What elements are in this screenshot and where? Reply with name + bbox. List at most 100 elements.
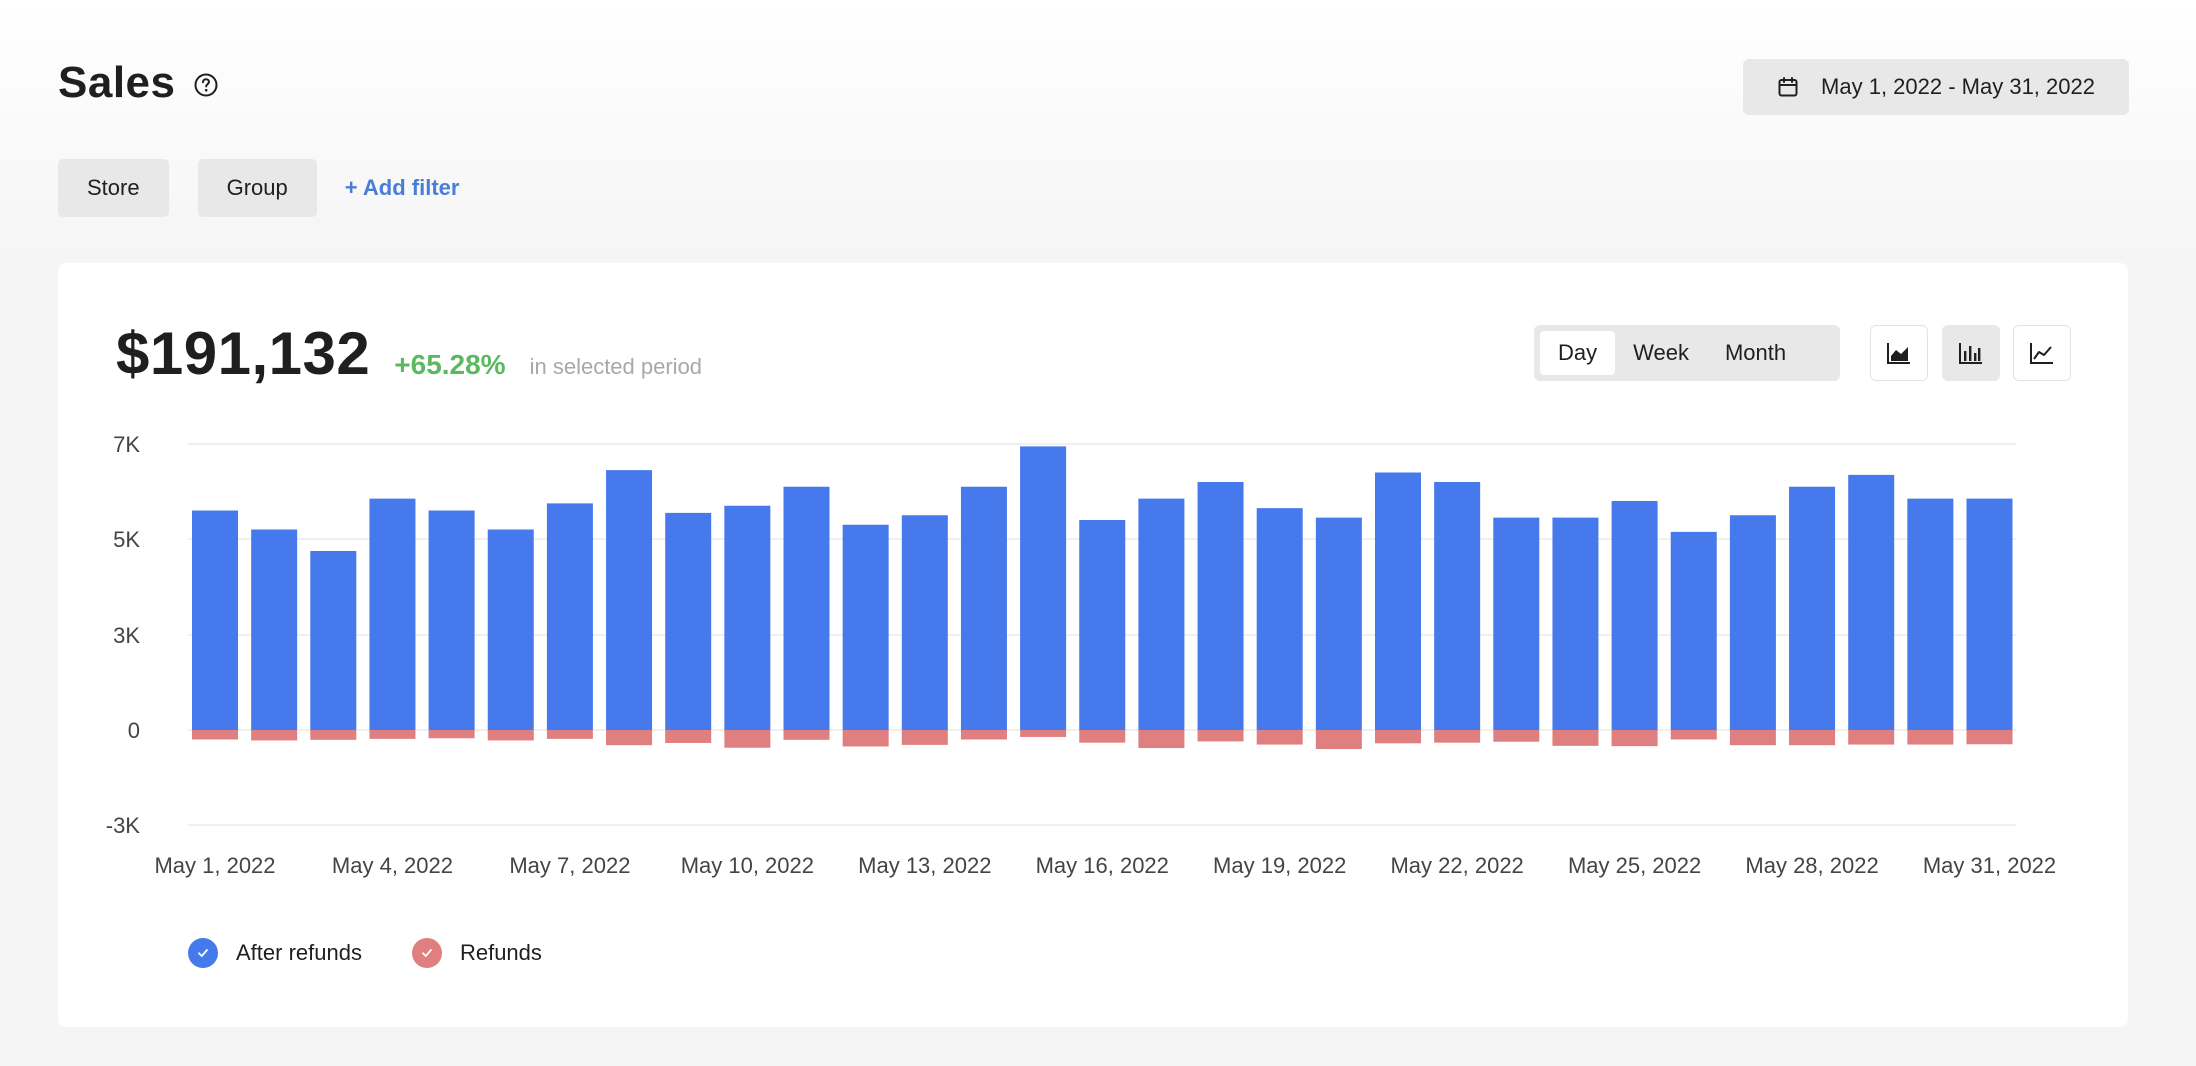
- bar-after-refunds: [546, 503, 593, 730]
- bar-after-refunds: [487, 529, 534, 730]
- bar-refunds: [842, 730, 889, 747]
- chart-legend: After refunds Refunds: [188, 938, 542, 968]
- bar-refunds: [1020, 730, 1067, 737]
- legend-after-refunds[interactable]: After refunds: [188, 938, 362, 968]
- bar-refunds: [901, 730, 948, 745]
- x-tick-label: May 10, 2022: [681, 853, 814, 878]
- bar-refunds: [1789, 730, 1836, 746]
- bar-after-refunds: [1197, 482, 1244, 730]
- x-tick-label: May 13, 2022: [858, 853, 991, 878]
- x-tick-label: May 31, 2022: [1923, 853, 2056, 878]
- x-tick-label: May 28, 2022: [1745, 853, 1878, 878]
- bar-refunds: [1197, 730, 1244, 742]
- calendar-icon: [1778, 77, 1798, 97]
- sales-chart-card: $191,132 +65.28% in selected period Day …: [58, 263, 2128, 1027]
- period-note: in selected period: [529, 354, 703, 379]
- bar-refunds: [783, 730, 830, 740]
- bar-after-refunds: [1138, 498, 1185, 730]
- bar-after-refunds: [1020, 446, 1067, 730]
- bar-refunds: [1670, 730, 1717, 740]
- bar-refunds: [606, 730, 653, 746]
- granularity-week[interactable]: Week: [1633, 340, 1689, 365]
- bar-refunds: [724, 730, 771, 748]
- bar-after-refunds: [1434, 482, 1481, 730]
- bar-after-refunds: [901, 515, 948, 730]
- bar-after-refunds: [1493, 517, 1540, 730]
- granularity-month[interactable]: Month: [1724, 340, 1787, 365]
- granularity-toggle: Day Week Month: [1534, 325, 1840, 381]
- bar-refunds: [1729, 730, 1776, 746]
- group-filter-button[interactable]: Group: [197, 159, 317, 217]
- granularity-day[interactable]: Day: [1540, 331, 1616, 375]
- bar-after-refunds: [665, 512, 712, 730]
- bar-after-refunds: [1966, 498, 2013, 730]
- bar-refunds: [1434, 730, 1481, 743]
- bar-refunds: [1315, 730, 1362, 749]
- bar-after-refunds: [1315, 517, 1362, 730]
- bar-after-refunds: [1670, 531, 1717, 730]
- area-chart-icon: [1887, 343, 1910, 364]
- y-tick-label: 0: [128, 718, 140, 743]
- bar-refunds: [1256, 730, 1303, 745]
- bar-after-refunds: [251, 529, 298, 730]
- bar-refunds: [1079, 730, 1126, 743]
- x-tick-label: May 1, 2022: [154, 853, 275, 878]
- legend-after-refunds-label: After refunds: [236, 940, 362, 965]
- bar-refunds: [665, 730, 712, 743]
- summary-row: $191,132 +65.28% in selected period: [116, 319, 702, 388]
- bar-chart-button[interactable]: [1942, 325, 2000, 381]
- bar-after-refunds: [960, 486, 1007, 730]
- bar-refunds: [251, 730, 298, 741]
- filter-bar: Store Group + Add filter: [58, 159, 459, 217]
- bar-after-refunds: [428, 510, 475, 730]
- bar-after-refunds: [1611, 501, 1658, 730]
- change-percent: +65.28%: [394, 349, 506, 380]
- sales-bar-chart: -3K 0 3K 5K 7K May 1, 2022 May 4, 2022 May 7, 2…: [106, 432, 2056, 878]
- bar-after-refunds: [1079, 520, 1126, 730]
- legend-refunds[interactable]: Refunds: [411, 938, 542, 968]
- date-range-button[interactable]: May 1, 2022 - May 31, 2022: [1743, 59, 2129, 115]
- bar-refunds: [960, 730, 1007, 740]
- x-tick-label: May 22, 2022: [1390, 853, 1523, 878]
- line-chart-icon: [2030, 343, 2053, 364]
- bar-after-refunds: [369, 498, 416, 730]
- area-chart-button[interactable]: [1870, 325, 1928, 381]
- y-tick-label: 7K: [113, 432, 140, 457]
- bar-after-refunds: [783, 486, 830, 730]
- bar-after-refunds: [1256, 508, 1303, 730]
- bar-chart-icon: [1959, 343, 1982, 364]
- bar-refunds: [1907, 730, 1954, 745]
- bar-after-refunds: [310, 551, 357, 730]
- add-filter-link[interactable]: + Add filter: [344, 175, 460, 200]
- bar-refunds: [1138, 730, 1185, 749]
- x-tick-label: May 25, 2022: [1568, 853, 1701, 878]
- y-tick-label: 3K: [113, 623, 140, 648]
- bar-after-refunds: [1789, 486, 1836, 730]
- help-icon[interactable]: [193, 72, 219, 98]
- line-chart-button[interactable]: [2013, 325, 2071, 381]
- bar-after-refunds: [724, 505, 771, 730]
- bar-refunds: [310, 730, 357, 740]
- bar-refunds: [1848, 730, 1895, 745]
- check-icon: [411, 938, 442, 968]
- bar-after-refunds: [192, 510, 238, 730]
- x-tick-label: May 16, 2022: [1036, 853, 1169, 878]
- bar-after-refunds: [1848, 474, 1895, 730]
- store-filter-button[interactable]: Store: [58, 159, 169, 217]
- legend-refunds-label: Refunds: [459, 940, 542, 965]
- y-tick-label: -3K: [106, 813, 141, 838]
- bar-refunds: [1375, 730, 1421, 744]
- x-tick-label: May 7, 2022: [509, 853, 630, 878]
- page-title: Sales: [58, 58, 176, 107]
- bar-refunds: [487, 730, 534, 741]
- total-sales-value: $191,132: [116, 320, 371, 387]
- bar-refunds: [192, 730, 238, 740]
- bar-refunds: [428, 730, 475, 739]
- bar-after-refunds: [842, 524, 889, 730]
- check-icon: [188, 938, 218, 968]
- bar-refunds: [1611, 730, 1658, 747]
- bar-refunds: [1493, 730, 1540, 742]
- title-row: Sales: [58, 58, 219, 108]
- bar-after-refunds: [1552, 517, 1599, 730]
- bar-refunds: [1966, 730, 2013, 745]
